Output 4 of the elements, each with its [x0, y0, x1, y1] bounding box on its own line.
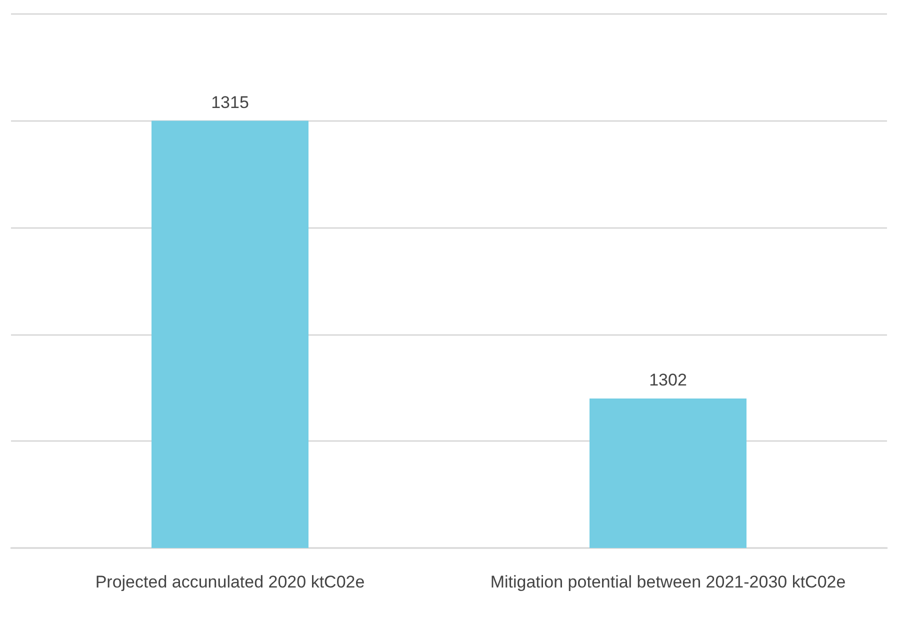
data-label: 1315 [211, 92, 249, 112]
x-tick-label: Mitigation potential between 2021-2030 ktC02e [490, 572, 846, 592]
data-label: 1302 [649, 370, 687, 390]
x-tick-label: Projected accunulated 2020 ktC02e [95, 572, 365, 592]
